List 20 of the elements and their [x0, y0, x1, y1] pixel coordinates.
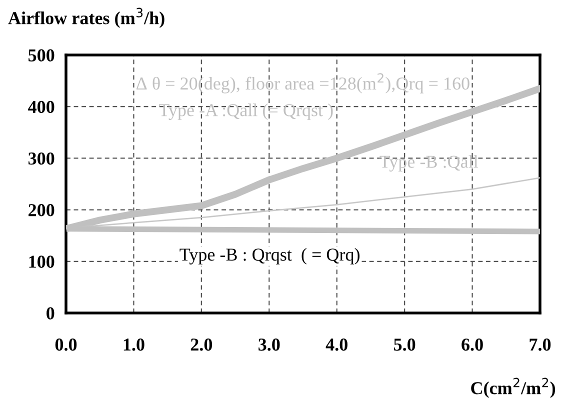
annotation: Type -B : Qrqst ( = Qrq) — [180, 248, 360, 264]
y-tick-label: 500 — [28, 49, 54, 62]
annotation: Δ θ = 20(deg), floor area =128(m$^{2}$),Qrq = 160 — [136, 73, 470, 94]
x-tick-label: 5.0 — [394, 338, 416, 351]
y-tick-label: 400 — [28, 100, 54, 114]
annotation: Type -B :Qall — [380, 155, 478, 172]
x-tick-label: 1.0 — [124, 338, 144, 351]
annotation: Type -A :Qall (= Qrqst ) — [159, 104, 333, 120]
x-tick-label: 3.0 — [258, 338, 280, 351]
x-tick-label: 2.0 — [190, 338, 212, 351]
x-axis-title: C(cm$^{2}$/m$^{2}$) — [471, 378, 556, 398]
y-tick-label: 300 — [28, 152, 54, 165]
y-tick-label: 0 — [46, 307, 54, 320]
x-tick-label: 7.0 — [530, 338, 551, 351]
x-tick-label: 4.0 — [326, 338, 348, 351]
y-tick-label: 100 — [29, 256, 54, 268]
y-tick-label: 200 — [28, 204, 54, 216]
y-axis-title: Airflow rates (m$^{3}$/h) — [8, 8, 164, 28]
x-tick-label: 0.0 — [55, 338, 77, 351]
x-tick-label: 6.0 — [462, 338, 483, 351]
